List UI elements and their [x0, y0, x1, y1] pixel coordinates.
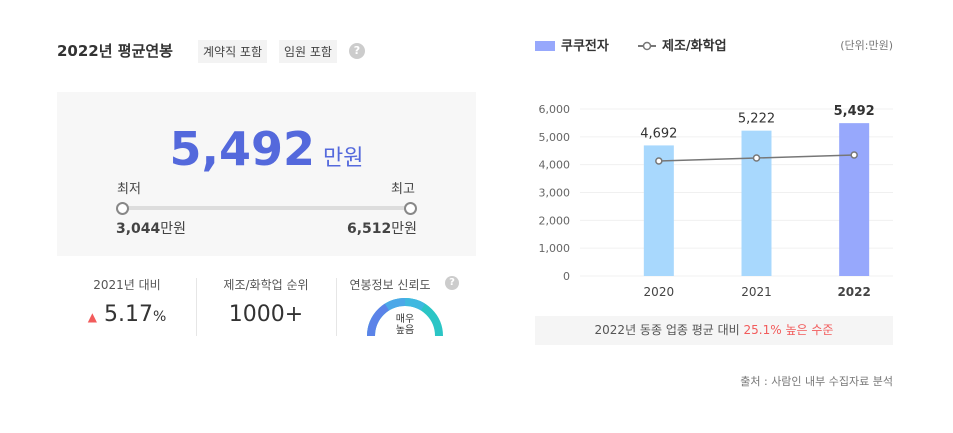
y-tick-label: 5,000	[539, 131, 571, 144]
note-text: 높은 수준	[785, 323, 834, 337]
line-point	[655, 157, 663, 165]
y-tick-label: 4,000	[539, 159, 571, 172]
unit: 만원	[160, 221, 187, 237]
range-bar	[122, 206, 410, 210]
range-handle	[404, 202, 417, 215]
x-tick-label: 2021	[741, 285, 772, 299]
bar	[643, 145, 674, 276]
bar	[839, 123, 870, 276]
stat-label: 연봉정보 신뢰도	[349, 278, 431, 292]
value: 3,044	[116, 221, 161, 237]
source: 출처 : 사람인 내부 수집자료 분석	[740, 375, 893, 388]
divider	[196, 278, 197, 336]
unit: 만원	[323, 146, 364, 171]
y-tick-label: 1,000	[539, 242, 571, 255]
stat-value: 1000+	[228, 302, 304, 327]
unit-label: (단위:만원)	[840, 39, 893, 52]
divider	[336, 278, 337, 336]
legend-swatch	[535, 41, 555, 51]
help-icon[interactable]: ?	[445, 276, 459, 290]
stat-label: 제조/화학업 순위	[223, 278, 309, 292]
value: 5,492	[169, 122, 316, 176]
x-tick-label: 2022	[837, 285, 870, 299]
legend-swatch	[642, 41, 652, 51]
legend-label: 쿠쿠전자	[561, 38, 609, 54]
max-label: 최고	[391, 182, 415, 197]
value: 6,512	[347, 221, 392, 237]
title: 2022년 평균연봉	[57, 42, 173, 60]
legend-label: 제조/화학업	[662, 38, 727, 54]
data-label: 4,692	[640, 126, 677, 141]
tag: 임원 포함	[279, 40, 337, 63]
note-highlight: 25.1%	[743, 323, 782, 337]
tag: 계약직 포함	[198, 40, 268, 63]
unit: %	[152, 309, 167, 325]
avg-salary: 5,492 만원	[57, 122, 476, 176]
stat-label: 2021년 대비	[93, 278, 161, 292]
gauge-text: 매우	[396, 313, 414, 325]
data-label: 5,492	[834, 104, 875, 119]
y-tick-label: 3,000	[539, 187, 571, 200]
line-point	[850, 151, 858, 159]
y-tick-label: 6,000	[539, 103, 571, 116]
unit: 만원	[391, 221, 418, 237]
help-icon[interactable]: ?	[349, 43, 365, 59]
y-tick-label: 0	[563, 270, 570, 283]
note: 2022년 동종 업종 평균 대비 25.1% 높은 수준	[535, 316, 893, 345]
x-tick-label: 2020	[644, 285, 675, 299]
note-text: 2022년 동종 업종 평균 대비	[594, 323, 740, 337]
y-tick-label: 2,000	[539, 214, 571, 227]
chart: 쿠쿠전자 제조/화학업 (단위:만원) 0 1,000 2,000 3,000 4,000 5,…	[535, 38, 893, 299]
data-label: 5,222	[738, 112, 775, 127]
min-label: 최저	[117, 182, 141, 197]
summary-box: 5,492 만원 최저 최고 3,044만원 6,512만원	[57, 92, 476, 256]
max-value: 6,512만원	[347, 218, 417, 238]
gauge-text: 높음	[396, 324, 414, 336]
bar	[741, 130, 772, 276]
range-handle	[116, 202, 129, 215]
min-value: 3,044만원	[116, 218, 186, 238]
value: 5.17	[103, 302, 153, 327]
gauge: 매우 높음	[366, 297, 443, 337]
line-point	[752, 154, 761, 162]
stat-value: ▲ 5.17%	[87, 302, 167, 327]
